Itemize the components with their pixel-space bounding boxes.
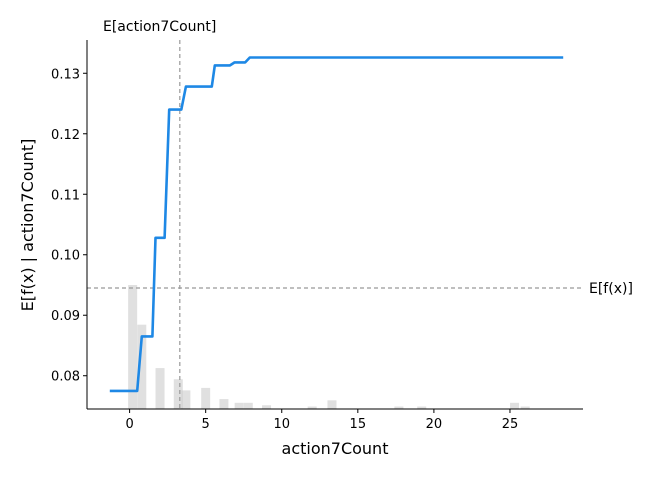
y-tick-layer: 0.08 0.09 0.10 0.11 0.12 0.13 xyxy=(51,67,87,385)
x-tick-label: 25 xyxy=(502,417,519,432)
x-tick-layer: 0 5 10 15 20 25 xyxy=(125,409,518,432)
x-axis-title: action7Count xyxy=(282,439,389,458)
y-tick-label: 0.08 xyxy=(51,370,80,385)
histogram-bar xyxy=(219,399,229,409)
histogram-bar xyxy=(417,406,427,409)
y-tick-label: 0.12 xyxy=(51,128,80,143)
histogram-bar xyxy=(128,285,138,409)
expected-feature-label: E[action7Count] xyxy=(103,19,216,35)
histogram-bar xyxy=(243,402,253,409)
histogram-bar xyxy=(181,390,191,409)
histogram-bar xyxy=(510,402,520,409)
x-tick-label: 5 xyxy=(202,417,210,432)
x-tick-label: 20 xyxy=(426,417,443,432)
histogram-bar xyxy=(201,387,211,409)
x-tick-label: 10 xyxy=(273,417,290,432)
histogram-bar xyxy=(173,379,183,409)
y-tick-label: 0.11 xyxy=(51,188,80,203)
histogram-bar xyxy=(307,406,317,409)
y-tick-label: 0.09 xyxy=(51,309,80,324)
reference-lines-layer xyxy=(87,40,583,409)
x-tick-label: 15 xyxy=(350,417,367,432)
partial-dependence-line xyxy=(109,56,564,393)
histogram-layer xyxy=(128,285,530,409)
y-tick-label: 0.10 xyxy=(51,249,80,264)
series-layer xyxy=(109,56,564,393)
axes-layer xyxy=(86,40,583,410)
y-axis-title: E[f(x) | action7Count] xyxy=(18,139,37,312)
histogram-bar xyxy=(327,400,337,409)
histogram-bar xyxy=(262,405,272,409)
histogram-bar xyxy=(234,402,244,409)
y-tick-label: 0.13 xyxy=(51,67,80,82)
histogram-bar xyxy=(520,406,530,409)
histogram-bar xyxy=(394,406,404,409)
histogram-bar xyxy=(137,324,147,409)
expected-output-label: E[f(x)] xyxy=(589,281,633,297)
histogram-bar xyxy=(155,368,165,409)
x-tick-label: 0 xyxy=(125,417,133,432)
